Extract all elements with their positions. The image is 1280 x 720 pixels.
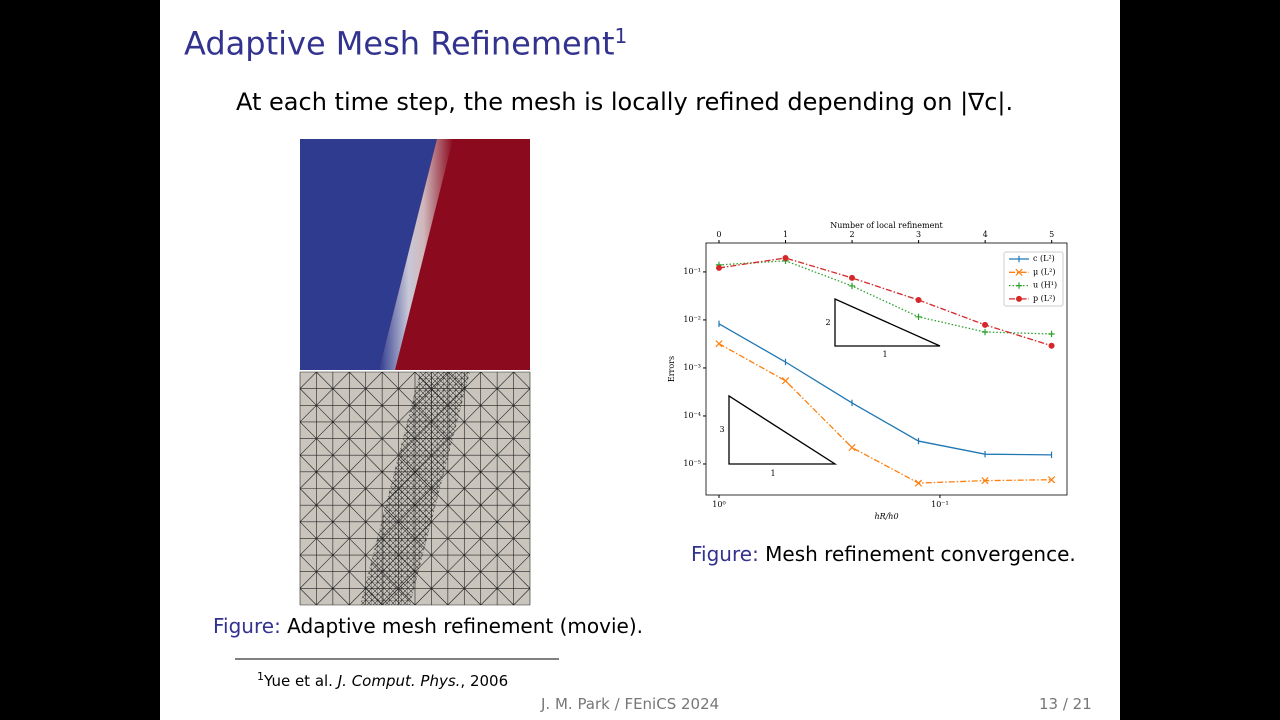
marker <box>914 479 923 487</box>
footer-center: J. M. Park / FEniCS 2024 <box>541 695 720 713</box>
slope-label: 1 <box>770 469 775 478</box>
series-line <box>718 260 1052 335</box>
footnote-mark: 1 <box>257 670 264 683</box>
marker <box>981 328 989 336</box>
x2-tick-label: 0 <box>716 230 721 239</box>
mesh-lines <box>299 371 531 606</box>
x2-tick-label: 1 <box>783 230 788 239</box>
series-line <box>718 257 1052 347</box>
legend: c (L²) μ (L²) u (H¹) p (L²) <box>1003 251 1064 307</box>
y-tick-label: 10⁻⁴ <box>683 411 701 420</box>
y-axis-label: Errors <box>667 356 676 382</box>
footnote: 1Yue et al. J. Comput. Phys., 2006 <box>257 670 508 690</box>
x-tick-label: 10⁻¹ <box>931 500 949 509</box>
slope-label: 3 <box>719 425 724 434</box>
marker <box>982 321 989 328</box>
x2-tick-label: 3 <box>916 230 921 239</box>
caption-left: Figure: Adaptive mesh refinement (movie)… <box>213 614 643 638</box>
legend-box <box>1003 251 1064 307</box>
footnote-year: , 2006 <box>460 672 509 690</box>
figure-label: Figure: <box>213 614 281 638</box>
y-tick-label: 10⁻¹ <box>683 267 701 276</box>
slope-label: 1 <box>882 350 887 359</box>
marker <box>915 313 922 321</box>
marker <box>848 443 856 452</box>
caption-text: Mesh refinement convergence. <box>765 542 1076 566</box>
title-text: Adaptive Mesh Refinement <box>184 24 615 63</box>
y-tick-label: 10⁻² <box>683 315 701 324</box>
slide-title: Adaptive Mesh Refinement1 <box>184 24 627 63</box>
series-line <box>718 323 1052 456</box>
marker <box>715 340 723 348</box>
marker <box>848 282 856 290</box>
y-tick-label: 10⁻³ <box>683 363 701 372</box>
caption-text: Adaptive mesh refinement (movie). <box>287 614 643 638</box>
slope-triangles <box>728 297 941 465</box>
footer-page: 13 / 21 <box>1039 695 1092 713</box>
marker <box>1047 476 1056 484</box>
title-footnote-mark: 1 <box>614 24 628 48</box>
marker <box>715 264 722 271</box>
marker <box>1048 330 1055 338</box>
x2-tick-label: 4 <box>983 230 988 239</box>
legend-label: p (L²) <box>1033 294 1055 303</box>
marker <box>1048 342 1055 349</box>
x2-tick-label: 2 <box>850 230 855 239</box>
marker <box>915 297 922 304</box>
slope-label: 2 <box>825 318 830 327</box>
caption-right: Figure: Mesh refinement convergence. <box>691 542 1076 566</box>
legend-label: μ (L²) <box>1033 267 1056 276</box>
figure-label: Figure: <box>691 542 759 566</box>
x-axis-label: hR/h0 <box>874 512 898 521</box>
plot-frame <box>705 242 1068 496</box>
marker <box>781 377 790 385</box>
legend-label: u (H¹) <box>1033 281 1057 290</box>
x2-axis-label: Number of local refinement <box>830 221 943 230</box>
footnote-journal: J. Comput. Phys. <box>337 672 461 690</box>
mesh-image <box>299 371 531 606</box>
series-line <box>718 343 1052 484</box>
marker <box>1016 295 1022 302</box>
legend-label: c (L²) <box>1033 254 1055 263</box>
marker <box>782 254 789 261</box>
field-image <box>300 139 530 370</box>
y-tick-label: 10⁻⁵ <box>683 459 701 468</box>
marker <box>1015 282 1023 289</box>
marker <box>849 274 856 281</box>
body-text: At each time step, the mesh is locally r… <box>236 88 1014 116</box>
x2-tick-label: 5 <box>1049 230 1054 239</box>
marker <box>1015 268 1023 276</box>
x-tick-label: 10⁰ <box>712 500 725 509</box>
footnote-authors: Yue et al. <box>264 672 333 690</box>
marker <box>981 477 989 485</box>
